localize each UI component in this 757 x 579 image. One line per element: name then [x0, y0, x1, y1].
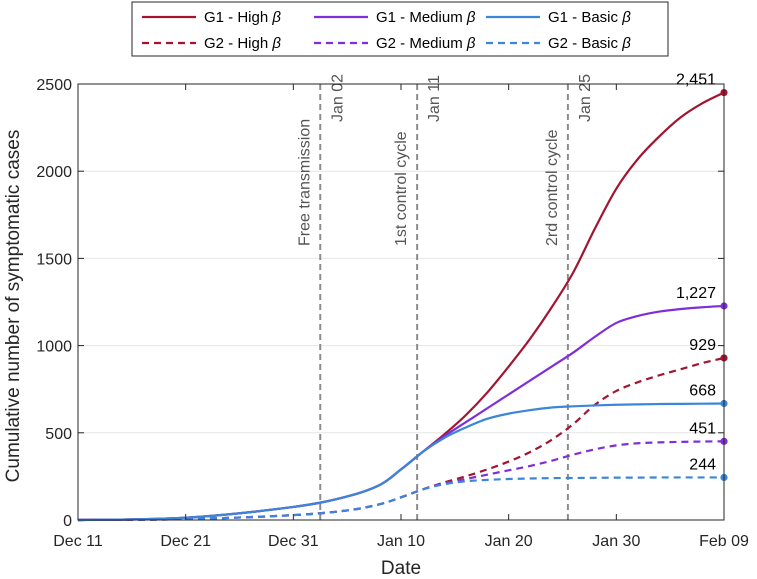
- y-tick-label: 500: [45, 426, 72, 443]
- legend-entry-text: G1 - Basic: [548, 9, 622, 26]
- phase-label: 2rd control cycle: [544, 129, 561, 246]
- legend-entry: G1 - Medium β: [376, 9, 476, 26]
- date-marker-label: Jan 25: [577, 74, 594, 122]
- legend-beta-symbol: β: [466, 35, 476, 52]
- legend-beta-symbol: β: [466, 9, 476, 26]
- y-axis-title: Cumulative number of symptomatic cases: [3, 130, 24, 483]
- y-tick-label: 1000: [36, 339, 72, 356]
- vertical-markers: Free transmission Jan 02 1st control cycle…: [296, 74, 594, 520]
- legend-box: [131, 1, 669, 57]
- legend-entry: G1 - High β: [204, 9, 281, 26]
- x-tick-label: Dec 11: [53, 533, 103, 550]
- legend-entry-text: G2 - Medium: [376, 35, 467, 52]
- end-labels: 2,451 1,227 668 929 451 244: [676, 72, 716, 474]
- y-tick-label: 2000: [36, 164, 72, 181]
- x-axis-title: Date: [381, 558, 421, 579]
- series-line-g1-basic: [77, 402, 725, 522]
- date-marker-label: Jan 02: [329, 74, 346, 122]
- x-tick-label: Jan 10: [377, 533, 425, 550]
- legend-beta-symbol: β: [621, 9, 631, 26]
- x-tick-label: Dec 21: [160, 533, 211, 550]
- end-value-label: 451: [689, 420, 716, 437]
- end-value-label: 1,227: [676, 285, 716, 302]
- legend-entry-text: G1 - High: [204, 9, 272, 26]
- y-tick-label: 0: [63, 513, 72, 530]
- legend-entry: G1 - Basic β: [548, 9, 631, 26]
- phase-label: Free transmission: [296, 119, 313, 246]
- y-tick-label: 2500: [36, 77, 72, 94]
- axes: Dec 11 Dec 21 Dec 31 Jan 10 Jan 20 Jan 30 Feb …: [3, 77, 749, 579]
- date-marker-label: Jan 11: [426, 75, 443, 122]
- series-lines: [77, 88, 728, 522]
- x-tick-label: Jan 20: [485, 533, 533, 550]
- legend-entry-text: G1 - Medium: [376, 9, 467, 26]
- legend-beta-symbol: β: [271, 35, 281, 52]
- y-tick-label: 1500: [36, 251, 72, 268]
- phase-label: 1st control cycle: [393, 131, 410, 246]
- grid-lines: [78, 170, 724, 434]
- legend-beta-symbol: β: [621, 35, 631, 52]
- legend-entry: G2 - Medium β: [376, 35, 476, 52]
- legend: G1 - High β G1 - Medium β G1 - Basic βG2 -…: [131, 1, 669, 57]
- end-value-label: 929: [689, 337, 716, 354]
- series-line-g2-basic: [77, 476, 724, 522]
- legend-entry-text: G2 - High: [204, 35, 272, 52]
- legend-beta-symbol: β: [271, 9, 281, 26]
- legend-entry: G2 - Basic β: [548, 35, 631, 52]
- legend-entry: G2 - High β: [204, 35, 281, 52]
- x-tick-label: Dec 31: [268, 533, 319, 550]
- end-value-label: 244: [689, 456, 716, 473]
- x-tick-label: Feb 09: [699, 533, 749, 550]
- legend-entry-text: G2 - Basic: [548, 35, 622, 52]
- end-value-label: 668: [689, 383, 716, 400]
- end-value-label: 2,451: [676, 72, 716, 89]
- x-tick-label: Jan 30: [592, 533, 640, 550]
